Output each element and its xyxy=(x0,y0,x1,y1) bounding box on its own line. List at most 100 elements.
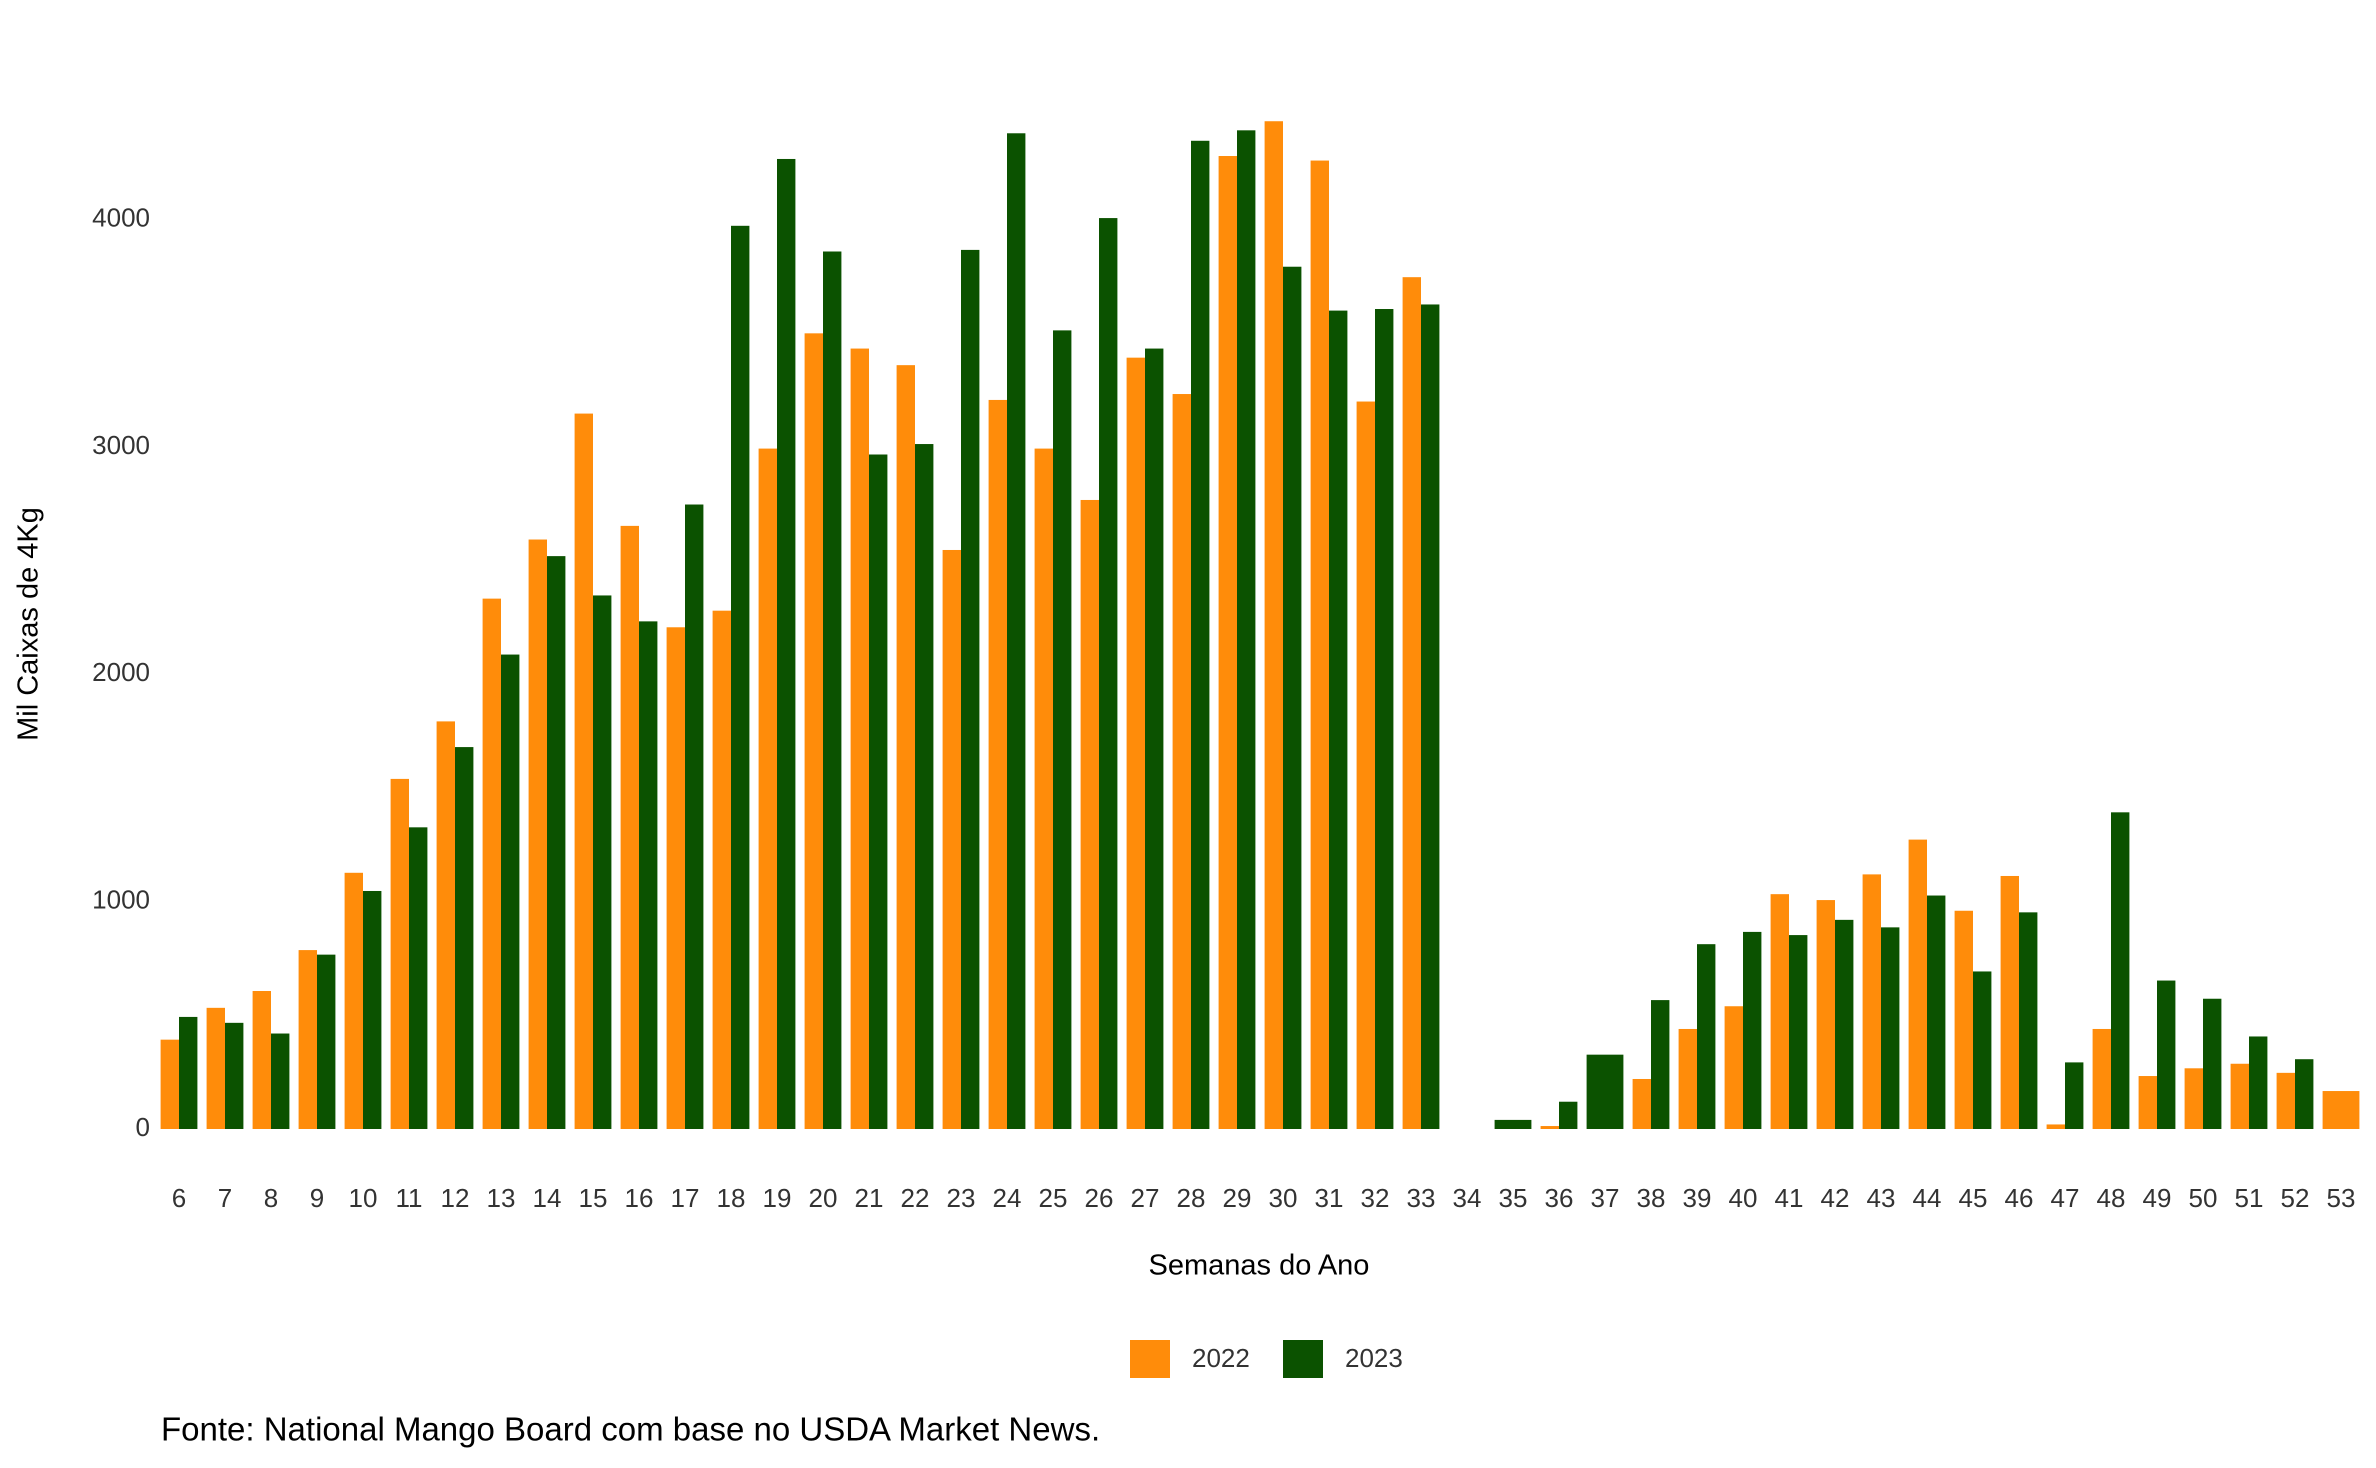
bar xyxy=(2295,1059,2314,1129)
x-tick-label: 19 xyxy=(763,1183,792,1213)
x-tick-label: 25 xyxy=(1039,1183,1068,1213)
x-tick-label: 32 xyxy=(1361,1183,1390,1213)
bar xyxy=(1494,1119,1532,1129)
x-tick-label: 15 xyxy=(579,1183,608,1213)
x-tick-label: 20 xyxy=(809,1183,838,1213)
x-tick-label: 31 xyxy=(1315,1183,1344,1213)
bar xyxy=(482,598,501,1129)
bar xyxy=(1099,218,1118,1130)
bar xyxy=(1835,919,1854,1129)
legend-swatch xyxy=(1283,1340,1323,1378)
x-tick-label: 42 xyxy=(1821,1183,1850,1213)
y-tick-label: 4000 xyxy=(92,203,150,233)
bar xyxy=(344,872,363,1129)
bar xyxy=(1145,348,1164,1129)
x-tick-label: 17 xyxy=(671,1183,700,1213)
bar xyxy=(2249,1036,2268,1129)
legend-swatch xyxy=(1130,1340,1170,1378)
bar xyxy=(436,721,455,1129)
bar xyxy=(685,504,704,1129)
x-tick-label: 13 xyxy=(487,1183,516,1213)
bar xyxy=(1908,839,1927,1129)
bar xyxy=(528,539,547,1129)
bar xyxy=(160,1039,179,1129)
bar xyxy=(731,225,750,1129)
legend-label: 2023 xyxy=(1345,1343,1403,1373)
x-tick-label: 14 xyxy=(533,1183,562,1213)
bar xyxy=(1191,140,1210,1130)
bar xyxy=(1264,121,1283,1130)
x-tick-label: 10 xyxy=(349,1183,378,1213)
bar xyxy=(2230,1063,2249,1129)
bar xyxy=(1329,310,1348,1130)
bar xyxy=(988,399,1007,1129)
x-tick-label: 53 xyxy=(2327,1183,2356,1213)
y-tick-label: 3000 xyxy=(92,430,150,460)
bar xyxy=(2184,1068,2203,1129)
bar xyxy=(271,1033,290,1129)
x-tick-label: 39 xyxy=(1683,1183,1712,1213)
bar xyxy=(1007,133,1026,1129)
bar xyxy=(1559,1101,1578,1129)
bar xyxy=(1375,309,1394,1129)
x-tick-label: 33 xyxy=(1407,1183,1436,1213)
x-tick-label: 37 xyxy=(1591,1183,1620,1213)
x-tick-label: 48 xyxy=(2097,1183,2126,1213)
x-tick-label: 30 xyxy=(1269,1183,1298,1213)
bar xyxy=(1421,304,1440,1129)
x-tick-label: 45 xyxy=(1959,1183,1988,1213)
bar xyxy=(1172,394,1191,1129)
bar xyxy=(1356,401,1375,1129)
bar xyxy=(1770,894,1789,1129)
bar xyxy=(2138,1076,2157,1129)
x-tick-label: 29 xyxy=(1223,1183,1252,1213)
bar xyxy=(409,827,428,1129)
x-axis-title: Semanas do Ano xyxy=(1149,1250,1370,1282)
bar xyxy=(850,348,869,1129)
x-tick-label: 28 xyxy=(1177,1183,1206,1213)
x-tick-label: 51 xyxy=(2235,1183,2264,1213)
x-tick-label: 44 xyxy=(1913,1183,1942,1213)
x-tick-label: 18 xyxy=(717,1183,746,1213)
bar xyxy=(2046,1124,2065,1129)
x-tick-label: 35 xyxy=(1499,1183,1528,1213)
bar xyxy=(1816,900,1835,1129)
x-tick-label: 50 xyxy=(2189,1183,2218,1213)
source-note: Fonte: National Mango Board com base no … xyxy=(161,1411,1100,1448)
bar xyxy=(712,610,731,1129)
bar xyxy=(1881,927,1900,1129)
x-tick-label: 26 xyxy=(1085,1183,1114,1213)
x-tick-label: 40 xyxy=(1729,1183,1758,1213)
y-axis-title: Mil Caixas de 4Kg xyxy=(13,507,45,741)
bar xyxy=(1218,156,1237,1130)
x-tick-label: 38 xyxy=(1637,1183,1666,1213)
bar xyxy=(2019,912,2038,1129)
bar xyxy=(666,627,685,1129)
bar xyxy=(639,621,658,1129)
bar xyxy=(455,747,474,1129)
x-tick-label: 27 xyxy=(1131,1183,1160,1213)
bar xyxy=(1743,931,1762,1129)
x-tick-label: 6 xyxy=(172,1183,186,1213)
x-tick-label: 9 xyxy=(310,1183,324,1213)
bar xyxy=(869,454,888,1129)
bar xyxy=(961,249,980,1130)
bar xyxy=(252,991,271,1129)
x-tick-label: 23 xyxy=(947,1183,976,1213)
bar xyxy=(2111,812,2130,1129)
bar xyxy=(547,556,566,1129)
bar xyxy=(1237,130,1256,1130)
x-tick-label: 11 xyxy=(396,1183,423,1213)
x-tick-label: 22 xyxy=(901,1183,930,1213)
bar xyxy=(1586,1054,1624,1129)
bar xyxy=(1678,1028,1697,1129)
bar xyxy=(2322,1091,2360,1129)
bar xyxy=(804,333,823,1129)
bar xyxy=(363,890,382,1129)
bar xyxy=(1697,944,1716,1129)
x-tick-label: 47 xyxy=(2051,1183,2080,1213)
x-tick-label: 12 xyxy=(441,1183,470,1213)
bar xyxy=(1651,1000,1670,1129)
bar xyxy=(1034,448,1053,1130)
